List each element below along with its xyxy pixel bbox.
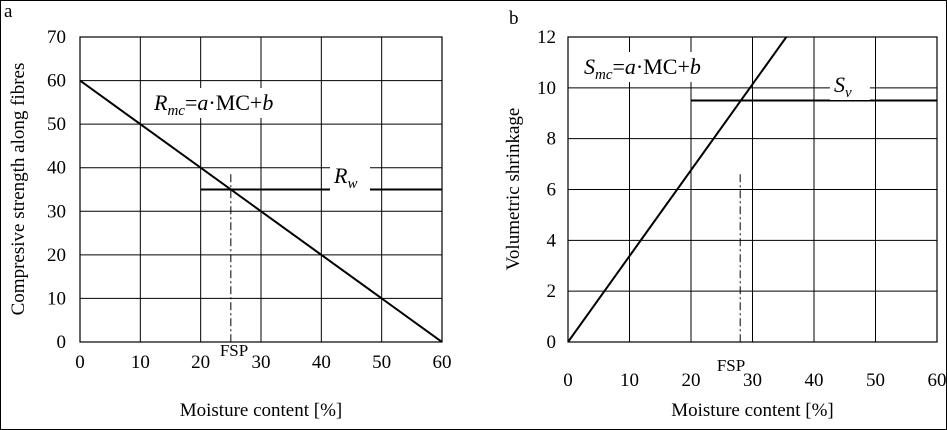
panel-b-level-bg bbox=[830, 70, 870, 100]
panel-a-level-label: Rw bbox=[333, 163, 357, 192]
panel-a-x-tick-label: 40 bbox=[312, 352, 331, 373]
panel-b-x-tick-label: 0 bbox=[563, 370, 573, 391]
panel-a-x-tick-label: 0 bbox=[75, 352, 85, 373]
panel-a-y-tick-label: 60 bbox=[47, 71, 66, 92]
panel-b-x-tick-label: 60 bbox=[928, 370, 947, 391]
panel-a-y-tick-label: 0 bbox=[57, 332, 67, 353]
panel-b-fsp-label: FSP bbox=[717, 356, 745, 375]
panel-b-y-tick-label: 0 bbox=[547, 332, 557, 353]
panel-a-y-tick-label: 20 bbox=[47, 245, 66, 266]
panel-a-x-axis-title: Moisture content [%] bbox=[180, 400, 343, 421]
panel-a-formula-bg bbox=[150, 88, 312, 118]
panel-b-letter: b bbox=[509, 8, 519, 29]
panel-a-y-tick-label: 50 bbox=[47, 114, 66, 135]
panel-b-series-line-1 bbox=[568, 37, 788, 342]
chart-panel-b: b 0 2 4 6 8 10 12 0 10 20 30 40 50 60 Moisture content … bbox=[503, 8, 947, 421]
panel-a-x-tick-label: 10 bbox=[131, 352, 150, 373]
panel-b-y-tick-label: 6 bbox=[547, 180, 557, 201]
panel-b-x-tick-label: 50 bbox=[866, 370, 885, 391]
panel-b-formula-bg bbox=[580, 52, 740, 82]
panel-b-y-axis-title: Volumetric shrinkage bbox=[503, 108, 524, 271]
panel-a-formula-label: Rmc=a·MC+b bbox=[153, 90, 273, 119]
panel-b-y-tick-label: 4 bbox=[547, 230, 557, 251]
panel-a-fsp-label: FSP bbox=[220, 341, 248, 360]
panel-b-x-tick-label: 10 bbox=[620, 370, 639, 391]
chart-panel-a: a 0 10 20 30 40 50 60 70 0 10 20 30 40 50 60 Moisture co… bbox=[4, 1, 452, 421]
panel-b-x-tick-label: 40 bbox=[805, 370, 824, 391]
panel-a-x-tick-label: 20 bbox=[191, 352, 210, 373]
panel-a-letter: a bbox=[4, 1, 13, 22]
panel-b-y-tick-label: 10 bbox=[537, 78, 556, 99]
panel-a-x-tick-label: 60 bbox=[433, 352, 452, 373]
panel-a-y-tick-label: 30 bbox=[47, 201, 66, 222]
panel-b-formula-label: Smc=a·MC+b bbox=[584, 54, 701, 83]
panel-a-y-tick-label: 70 bbox=[47, 27, 66, 48]
panel-b-x-tick-label: 30 bbox=[743, 370, 762, 391]
panel-a-x-tick-label: 50 bbox=[372, 352, 391, 373]
panel-a-y-tick-label: 40 bbox=[47, 158, 66, 179]
panel-b-level-label: Sv bbox=[834, 72, 852, 101]
panel-b-y-tick-label: 8 bbox=[547, 129, 557, 150]
panel-a-x-tick-label: 30 bbox=[252, 352, 271, 373]
panel-a-series-line-1 bbox=[80, 79, 442, 342]
panel-b-y-tick-label: 12 bbox=[537, 27, 556, 48]
panel-b-x-tick-label: 20 bbox=[682, 370, 701, 391]
panel-a-y-tick-label: 10 bbox=[47, 288, 66, 309]
panel-a-y-axis-title: Compresive strength along fibres bbox=[8, 63, 29, 316]
panel-b-y-tick-label: 2 bbox=[547, 281, 557, 302]
panel-b-plot-frame bbox=[567, 36, 938, 343]
panel-b-x-axis-title: Moisture content [%] bbox=[671, 400, 834, 421]
panel-a-level-bg bbox=[330, 161, 370, 191]
